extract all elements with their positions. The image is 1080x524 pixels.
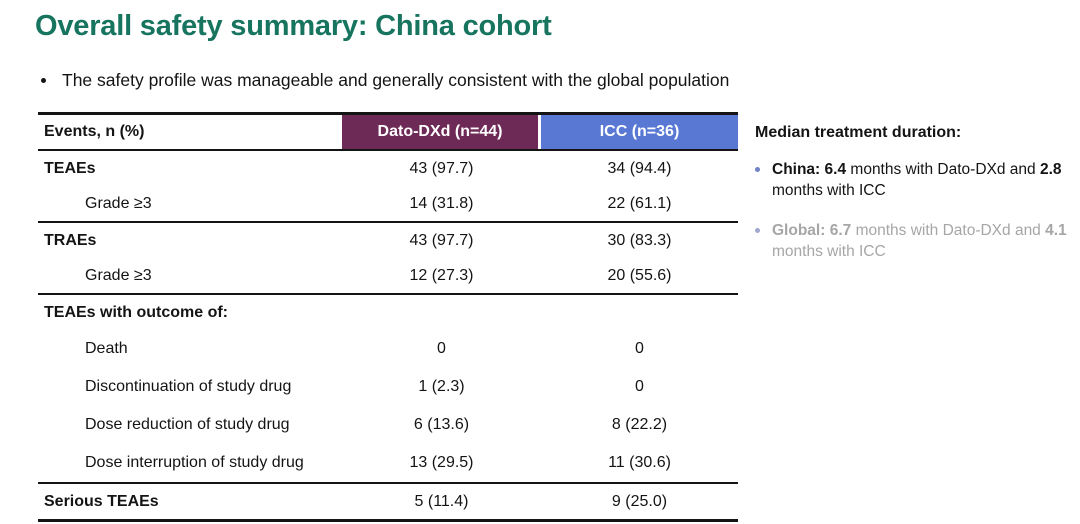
table-row: Discontinuation of study drug 1 (2.3) 0 [38, 368, 738, 406]
global-duration-bullet: Global: 6.7 months with Dato-DXd and 4.1… [755, 220, 1070, 262]
table-row: Dose interruption of study drug 13 (29.5… [38, 444, 738, 482]
china-dato-months: 6.4 [824, 161, 847, 178]
row-label: Serious TEAEs [44, 492, 159, 510]
table-row: Serious TEAEs 5 (11.4) 9 (25.0) [38, 482, 738, 519]
bullet-icon [41, 78, 46, 83]
china-seg2: months with ICC [772, 182, 886, 199]
global-seg1: months with Dato-DXd and [855, 222, 1041, 239]
bullet-icon [755, 167, 760, 172]
dato-value: 13 (29.5) [409, 454, 474, 471]
row-label: Grade ≥3 [85, 194, 152, 212]
global-dato-months: 6.7 [829, 222, 852, 239]
dato-value: 1 (2.3) [418, 378, 465, 395]
page-title: Overall safety summary: China cohort [35, 10, 552, 42]
icc-value: 9 (25.0) [611, 492, 668, 510]
china-duration-bullet: China: 6.4 months with Dato-DXd and 2.8 … [755, 159, 1070, 201]
dato-value: 43 (97.7) [409, 159, 474, 177]
row-label: TEAEs [44, 159, 96, 177]
icc-value: 11 (30.6) [608, 454, 671, 471]
dato-value: 12 (27.3) [409, 266, 474, 284]
icc-value: 30 (83.3) [607, 231, 672, 249]
row-label: Grade ≥3 [85, 266, 152, 284]
dato-value: 5 (11.4) [414, 492, 469, 510]
icc-value: 0 [635, 378, 644, 395]
panel-heading: Median treatment duration: [755, 124, 962, 141]
table-row: Grade ≥3 14 (31.8) 22 (61.1) [38, 186, 738, 221]
global-seg2: months with ICC [772, 243, 886, 260]
row-label: Discontinuation of study drug [85, 378, 292, 395]
dato-value: 43 (97.7) [409, 231, 474, 249]
global-icc-months: 4.1 [1045, 222, 1067, 239]
treatment-duration-panel: Median treatment duration: China: 6.4 mo… [755, 124, 1070, 281]
events-column-header: Events, n (%) [44, 123, 145, 140]
icc-value [541, 295, 738, 330]
global-duration-text: Global: 6.7 months with Dato-DXd and 4.1… [772, 220, 1070, 262]
table-row: Dose reduction of study drug 6 (13.6) 8 … [38, 406, 738, 444]
table-row: TEAEs with outcome of: [38, 293, 738, 330]
dato-value: 6 (13.6) [413, 416, 470, 433]
china-duration-text: China: 6.4 months with Dato-DXd and 2.8 … [772, 159, 1070, 201]
row-label: TEAEs with outcome of: [44, 303, 228, 321]
icc-value: 8 (22.2) [611, 416, 668, 433]
row-label: TRAEs [44, 231, 97, 249]
global-label: Global: [772, 222, 826, 239]
icc-column-header: ICC (n=36) [541, 115, 738, 149]
dato-dxd-column-header: Dato-DXd (n=44) [342, 115, 541, 149]
dato-value: 0 [437, 340, 446, 357]
table-row: Grade ≥3 12 (27.3) 20 (55.6) [38, 258, 738, 293]
table-row: TEAEs 43 (97.7) 34 (94.4) [38, 151, 738, 186]
china-seg1: months with Dato-DXd and [850, 161, 1036, 178]
row-label: Dose reduction of study drug [85, 416, 290, 433]
dato-value [342, 295, 541, 330]
icc-value: 20 (55.6) [607, 266, 672, 284]
safety-table: Events, n (%) Dato-DXd (n=44) ICC (n=36)… [38, 112, 738, 522]
icc-value: 0 [635, 340, 644, 357]
lead-bullet: The safety profile was manageable and ge… [41, 70, 729, 91]
icc-value: 22 (61.1) [607, 194, 672, 212]
table-row: Death 0 0 [38, 330, 738, 368]
table-header-row: Events, n (%) Dato-DXd (n=44) ICC (n=36) [38, 115, 738, 151]
dato-value: 14 (31.8) [409, 194, 474, 212]
china-icc-months: 2.8 [1039, 161, 1062, 178]
bullet-icon [755, 228, 760, 233]
row-label: Death [85, 340, 128, 357]
row-label: Dose interruption of study drug [85, 454, 304, 471]
lead-bullet-text: The safety profile was manageable and ge… [62, 70, 730, 90]
table-row: TRAEs 43 (97.7) 30 (83.3) [38, 221, 738, 258]
icc-value: 34 (94.4) [607, 159, 672, 177]
china-label: China: [772, 161, 821, 178]
